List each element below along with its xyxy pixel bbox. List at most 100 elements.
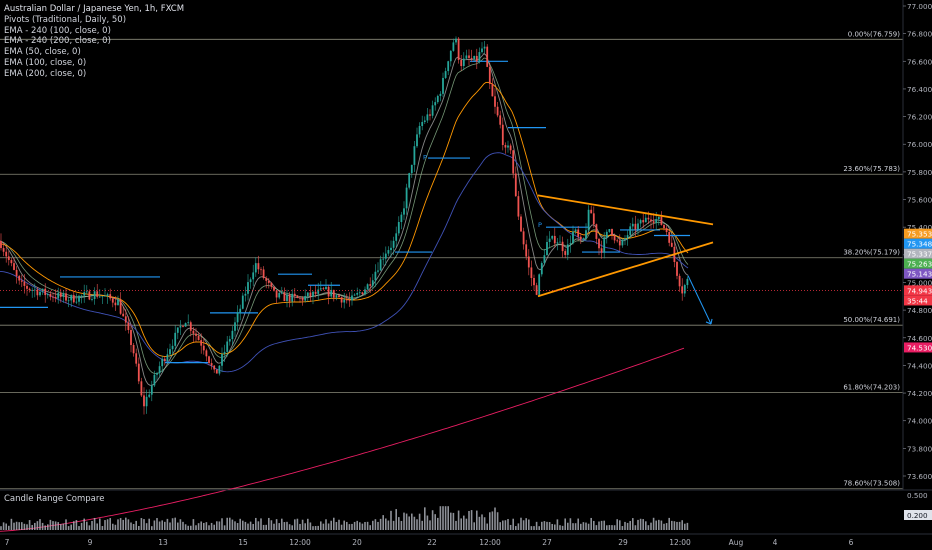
range-bar <box>333 517 335 530</box>
range-bar <box>127 519 130 530</box>
range-bar <box>317 525 319 530</box>
range-bar <box>119 518 122 530</box>
candle-body <box>665 228 668 233</box>
time-tick-label-13: 6 <box>849 538 854 547</box>
range-bar <box>208 525 210 530</box>
range-bar <box>463 515 465 530</box>
range-bar <box>595 525 598 530</box>
candle-body <box>54 296 57 299</box>
candle-body <box>449 50 452 62</box>
indicator-ema-100[interactable]: EMA (100, close, 0) <box>4 57 87 68</box>
candle-body <box>182 326 184 327</box>
candle-body <box>327 286 330 297</box>
range-bar <box>244 521 247 530</box>
range-bar <box>369 525 371 530</box>
pivot-levels: PP <box>0 60 690 364</box>
candle-body <box>111 298 114 303</box>
range-bar <box>288 524 291 530</box>
candle-body <box>278 292 281 298</box>
range-bar <box>80 522 83 530</box>
candle-body <box>535 285 538 295</box>
candle-body <box>512 150 515 174</box>
candle-body <box>119 299 122 314</box>
range-bar <box>387 520 390 530</box>
candle-body <box>403 208 405 215</box>
candle-body <box>642 220 645 223</box>
range-bar <box>676 521 678 530</box>
range-bar <box>281 518 283 530</box>
range-bar <box>442 506 444 530</box>
range-bar <box>668 517 670 530</box>
range-bar <box>239 518 241 530</box>
range-bar <box>502 520 504 530</box>
candle-body <box>533 277 535 286</box>
candle-body <box>31 289 34 291</box>
range-bar <box>132 524 135 530</box>
range-bar <box>494 507 496 530</box>
range-bar <box>158 521 161 530</box>
range-bar <box>455 520 457 530</box>
range-bar <box>611 525 613 530</box>
fib-level-label-3: 50.00%(74.691) <box>843 316 900 324</box>
candle-body <box>13 263 15 270</box>
candle-body <box>213 365 216 370</box>
candle-body <box>525 244 528 257</box>
candle-body <box>676 262 678 276</box>
indicator-ema-50[interactable]: EMA (50, close, 0) <box>4 47 81 58</box>
candle-body <box>551 235 554 239</box>
indicator-ema-240-100[interactable]: EMA - 240 (100, close, 0) <box>4 25 111 36</box>
candle-body <box>192 330 195 334</box>
range-bar <box>619 520 621 530</box>
range-bar <box>299 523 301 530</box>
candle-body <box>335 295 338 298</box>
range-bar <box>57 522 59 530</box>
range-bar <box>429 520 431 530</box>
range-bar <box>364 521 366 530</box>
range-bar <box>444 506 447 530</box>
candle-body <box>174 332 177 346</box>
candle-body <box>348 300 351 302</box>
range-bar <box>517 523 520 530</box>
range-bar <box>434 514 436 530</box>
price-tick-label-7: 75.000 <box>907 278 932 287</box>
candle-body <box>410 164 413 174</box>
time-tick-label-0: 7 <box>5 538 10 547</box>
price-badge-0 <box>904 228 932 239</box>
candle-body <box>491 83 494 97</box>
range-bar <box>398 517 400 530</box>
candle-body <box>72 295 75 303</box>
pivot-marker-0: P <box>423 153 427 161</box>
candle-body <box>33 289 36 291</box>
range-bar <box>379 518 382 530</box>
candle-body <box>0 241 2 249</box>
range-bar <box>21 522 23 530</box>
time-tick-label-9: 29 <box>618 538 628 547</box>
fib-level-label-2: 38.20%(75.179) <box>843 249 900 257</box>
price-axis: 73.600 73.800 74.000 74.200 74.400 74.600 74.8… <box>902 0 932 520</box>
candle-body <box>621 240 624 246</box>
range-bar <box>190 525 192 530</box>
candle-body <box>608 228 611 232</box>
time-tick-label-11: Aug <box>729 538 744 547</box>
candle-body <box>75 301 78 303</box>
candle-body <box>52 296 54 298</box>
range-bar <box>320 521 322 530</box>
price-badge-6 <box>904 295 932 306</box>
indicator-ema-240-200[interactable]: EMA - 240 (200, close, 0) <box>4 36 111 47</box>
candle-body <box>26 285 28 289</box>
indicator-pivots[interactable]: Pivots (Traditional, Daily, 50) <box>4 14 127 25</box>
candle-body <box>634 223 637 230</box>
candle-body <box>239 308 242 313</box>
projection-arrow-head <box>705 318 713 325</box>
price-tick-label-12: 76.000 <box>907 140 932 149</box>
range-bar <box>325 519 327 530</box>
candle-body <box>283 292 286 302</box>
price-tick-label-2: 74.000 <box>907 417 932 426</box>
range-bar <box>366 521 369 530</box>
indicator-ema-200[interactable]: EMA (200, close, 0) <box>4 68 87 79</box>
range-bar <box>645 521 647 530</box>
range-bar <box>343 520 345 530</box>
subpane-title[interactable]: Candle Range Compare <box>4 494 105 504</box>
candle-body <box>613 235 616 241</box>
